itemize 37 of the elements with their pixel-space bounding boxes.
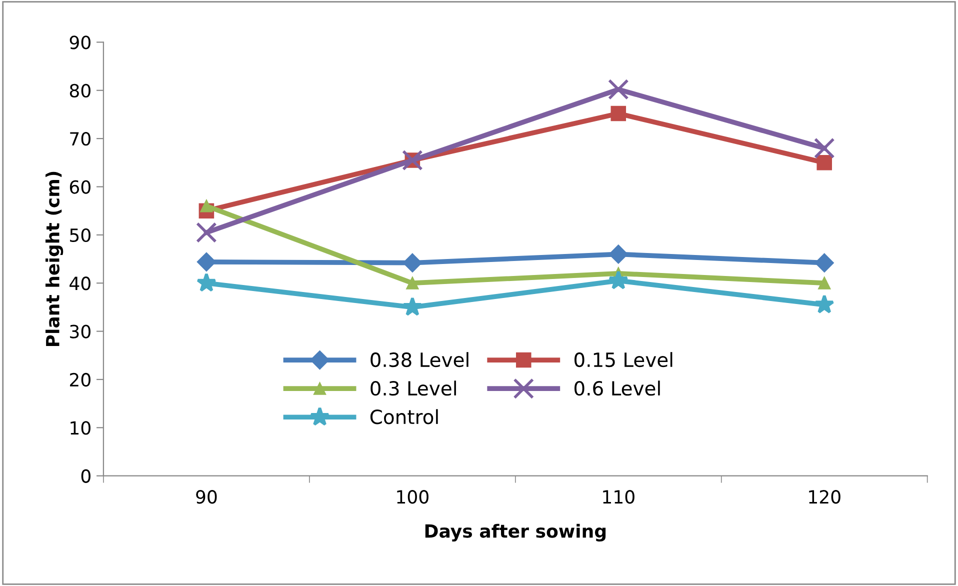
legend-label: Control	[370, 409, 438, 424]
point	[610, 106, 626, 122]
x-tick-label: 110	[603, 490, 634, 504]
point	[608, 78, 629, 100]
legend-label: 0.3 Level	[370, 380, 456, 396]
legend-label: 0.6 Level	[574, 380, 660, 396]
y-tick-label: 0	[81, 469, 90, 483]
y-tick-label: 50	[70, 228, 90, 242]
point	[200, 200, 213, 212]
point	[402, 253, 422, 272]
point	[196, 252, 216, 272]
y-tick-label: 90	[70, 36, 90, 50]
point	[814, 253, 834, 272]
point	[814, 294, 834, 314]
x-tick-label: 100	[397, 490, 428, 504]
y-tick-label: 80	[70, 84, 90, 98]
x-axis-title: Days after sowing	[425, 524, 606, 542]
point	[608, 270, 628, 290]
point	[406, 276, 419, 290]
y-axis-title: Plant height (cm)	[46, 172, 64, 346]
y-tick-label: 10	[70, 421, 90, 435]
y-tick-label: 30	[70, 324, 90, 338]
legend-label: 0.38 Level	[370, 352, 468, 368]
point	[818, 276, 831, 290]
y-tick-label: 70	[70, 132, 90, 146]
point	[608, 244, 628, 264]
y-tick-label: 40	[70, 276, 90, 290]
x-tick-label: 90	[196, 490, 217, 504]
y-tick-label: 20	[70, 372, 90, 387]
legend-label: 0.15 Level	[574, 352, 672, 368]
point	[816, 155, 832, 170]
x-tick-label: 120	[809, 490, 840, 504]
point	[402, 296, 422, 316]
point	[196, 222, 217, 243]
point	[814, 138, 835, 159]
point	[196, 272, 216, 292]
y-tick-label: 60	[70, 180, 90, 194]
